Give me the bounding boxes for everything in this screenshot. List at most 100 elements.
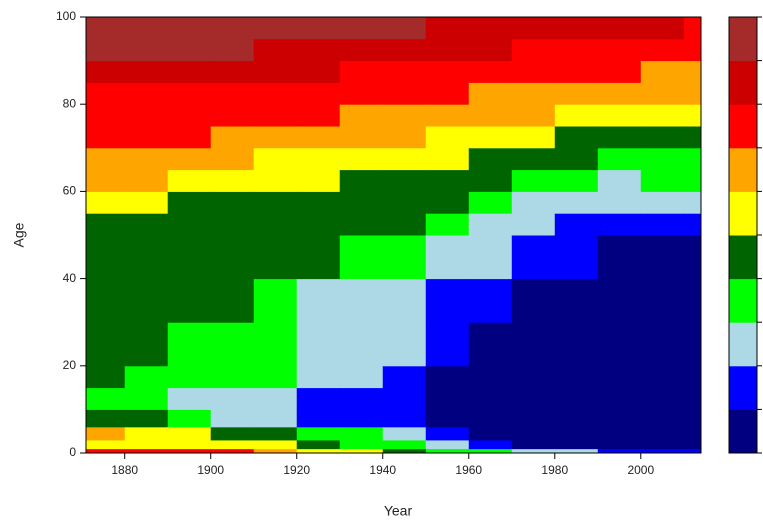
heat-cell: [597, 426, 642, 441]
heat-cell: [339, 169, 384, 192]
heat-cell: [511, 409, 556, 428]
heat-cell: [554, 387, 599, 410]
heat-cell: [468, 104, 513, 127]
heat-cell: [339, 191, 384, 214]
heat-cell: [597, 213, 642, 236]
heat-cell: [86, 169, 126, 192]
heat-cell: [597, 104, 642, 127]
heat-cell: [339, 439, 384, 450]
heat-cell: [86, 365, 126, 389]
heat-cell: [296, 126, 341, 149]
heat-cell: [683, 104, 702, 127]
heat-cell: [296, 60, 341, 83]
heat-cell: [167, 448, 212, 454]
heat-cell: [86, 17, 126, 40]
heat-cell: [640, 387, 685, 410]
heat-cell: [597, 191, 642, 214]
heat-cell: [382, 60, 427, 83]
heat-cell: [382, 365, 427, 389]
heat-cell: [86, 104, 126, 127]
heat-cell: [597, 82, 642, 105]
heat-cell: [86, 213, 126, 236]
heat-cell: [210, 38, 255, 62]
heat-cell: [511, 213, 556, 236]
heat-cell: [683, 426, 702, 441]
heat-cell: [511, 38, 556, 62]
heat-cell: [382, 38, 427, 62]
heat-cell: [683, 235, 702, 280]
heat-cell: [86, 235, 126, 280]
heat-cell: [339, 38, 384, 62]
heat-cell: [86, 60, 126, 83]
heat-cell: [253, 365, 298, 389]
heat-cell: [511, 104, 556, 127]
heat-cell: [597, 60, 642, 83]
heat-cell: [210, 235, 255, 280]
heat-cell: [86, 426, 126, 441]
heat-cell: [597, 147, 642, 171]
heat-cell: [339, 387, 384, 410]
heat-cell: [425, 213, 470, 236]
heat-cell: [468, 426, 513, 441]
y-tick-label: 100: [56, 9, 76, 23]
heat-cell: [511, 448, 556, 454]
heat-cell: [167, 17, 212, 40]
heat-cell: [296, 365, 341, 389]
heat-cell: [210, 439, 255, 450]
heat-cell: [124, 365, 169, 389]
heat-cell: [468, 322, 513, 367]
heat-cell: [511, 169, 556, 192]
heat-cell: [468, 387, 513, 410]
heat-cell: [296, 147, 341, 171]
heat-cell: [167, 104, 212, 127]
heat-cell: [296, 387, 341, 410]
heat-cell: [382, 387, 427, 410]
heat-cell: [339, 104, 384, 127]
heat-cell: [597, 409, 642, 428]
heat-cell: [683, 322, 702, 367]
heat-cell: [382, 426, 427, 441]
heat-cell: [683, 191, 702, 214]
heat-cell: [683, 82, 702, 105]
heat-cell: [210, 387, 255, 410]
x-tick-label: 2000: [627, 463, 654, 477]
heat-cell: [425, 191, 470, 214]
heat-cell: [597, 17, 642, 40]
heat-cell: [425, 38, 470, 62]
heat-cell: [296, 448, 341, 454]
heat-cell: [124, 278, 169, 323]
heat-cell: [597, 126, 642, 149]
heat-cell: [382, 126, 427, 149]
heat-cell: [124, 235, 169, 280]
y-tick-label: 60: [63, 184, 77, 198]
heat-cell: [640, 448, 685, 454]
heat-cell: [511, 439, 556, 450]
heat-cell: [468, 278, 513, 323]
heat-cell: [683, 169, 702, 192]
x-tick-label: 1920: [283, 463, 310, 477]
heat-cell: [86, 38, 126, 62]
heat-cell: [253, 38, 298, 62]
heat-cell: [210, 169, 255, 192]
heat-cell: [468, 17, 513, 40]
heat-cell: [167, 38, 212, 62]
heat-cell: [296, 104, 341, 127]
heat-cell: [554, 191, 599, 214]
heat-cell: [640, 38, 685, 62]
colorbar-swatch: [729, 365, 757, 410]
heat-cell: [640, 169, 685, 192]
heat-cell: [382, 191, 427, 214]
heat-cell: [468, 235, 513, 280]
heat-cell: [296, 82, 341, 105]
heat-cell: [554, 448, 599, 454]
colorbar-swatch: [729, 278, 757, 323]
heat-cell: [554, 126, 599, 149]
heat-cell: [640, 426, 685, 441]
heat-cell: [253, 60, 298, 83]
heat-cell: [296, 191, 341, 214]
colorbar-swatch: [729, 17, 757, 62]
heat-cell: [640, 235, 685, 280]
heat-cell: [296, 213, 341, 236]
heat-cell: [210, 82, 255, 105]
heat-cell: [124, 439, 169, 450]
